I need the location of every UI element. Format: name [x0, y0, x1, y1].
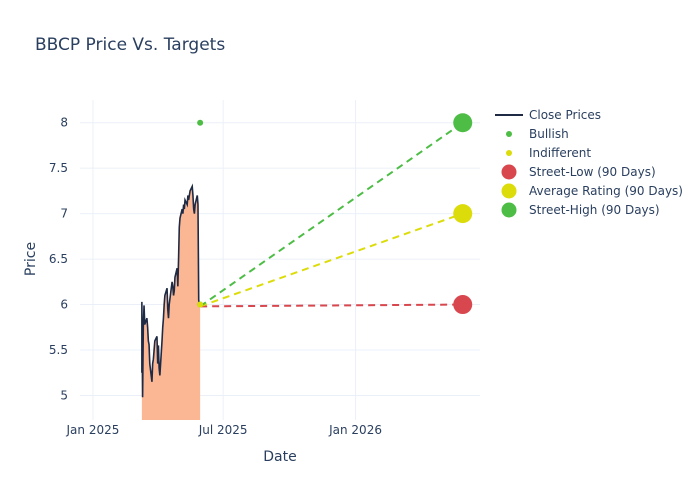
y-tick-label: 7.5 [49, 161, 68, 175]
target-line [199, 212, 464, 308]
y-tick-label: 7 [60, 207, 68, 221]
legend-label: Average Rating (90 Days) [529, 184, 683, 198]
target-marker [453, 204, 473, 224]
x-tick-label: Jul 2025 [198, 423, 248, 437]
x-tick-label: Jan 2026 [328, 423, 382, 437]
grid [80, 100, 480, 420]
x-tick-label: Jan 2025 [66, 423, 120, 437]
target-line [200, 303, 463, 308]
legend-symbol [501, 183, 517, 199]
y-tick-label: 5.5 [49, 343, 68, 357]
legend-symbol [501, 202, 517, 218]
plot-area [141, 113, 473, 420]
close-price-area [141, 186, 201, 420]
legend-symbol [501, 164, 517, 180]
y-axis-ticks: 5 5.5 6 6.5 7 7.5 8 [49, 116, 68, 403]
target-line [199, 121, 464, 308]
rating-point [197, 119, 204, 126]
close-price-line [141, 183, 201, 398]
legend-label: Street-High (90 Days) [529, 203, 660, 217]
y-tick-label: 5 [60, 388, 68, 402]
legend: Close Prices Bullish Indifferent Street-Low… [495, 108, 683, 218]
x-axis-ticks: Jan 2025 Jul 2025 Jan 2026 [66, 423, 382, 437]
target-marker [453, 113, 473, 133]
legend-label: Street-Low (90 Days) [529, 165, 656, 179]
legend-label: Indifferent [529, 146, 591, 160]
y-tick-label: 8 [60, 116, 68, 130]
y-tick-label: 6.5 [49, 252, 68, 266]
chart-title: BBCP Price Vs. Targets [35, 35, 225, 55]
target-marker [453, 295, 473, 315]
legend-symbol [506, 131, 512, 137]
legend-label: Close Prices [529, 108, 601, 122]
legend-symbol [506, 150, 512, 156]
y-axis-title: Price [23, 242, 39, 276]
x-axis-title: Date [263, 449, 296, 465]
legend-label: Bullish [529, 127, 569, 141]
rating-point [197, 301, 204, 308]
y-tick-label: 6 [60, 298, 68, 312]
